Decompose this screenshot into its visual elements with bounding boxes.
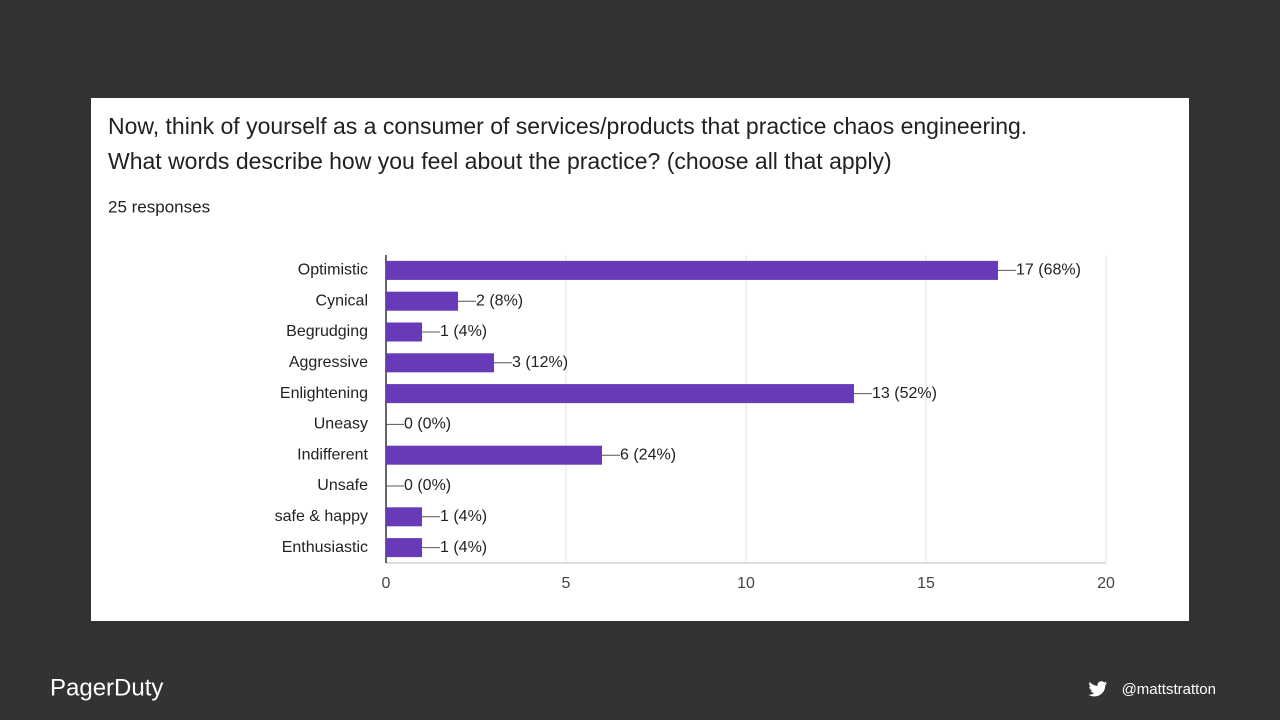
x-tick-label: 0 [382,575,391,592]
y-tick-label: Unsafe [317,477,368,494]
chart-subtitle: 25 responses [108,197,210,216]
y-tick-label: Begrudging [286,323,368,340]
value-label: 17 (68%) [1016,262,1081,279]
bar [386,322,422,342]
chart-title: What words describe how you feel about t… [108,148,892,174]
value-label: 3 (12%) [512,354,568,371]
bar [386,291,458,311]
y-tick-label: safe & happy [275,508,368,525]
y-tick-label: Enthusiastic [282,539,368,556]
y-tick-label: Aggressive [289,354,368,371]
value-label: 2 (8%) [476,292,523,309]
bar [386,260,998,280]
value-label: 1 (4%) [440,539,487,556]
bar [386,353,494,373]
y-tick-label: Enlightening [280,385,368,402]
y-tick-label: Indifferent [297,446,368,463]
bar [386,538,422,558]
bar [386,445,602,465]
value-label: 13 (52%) [872,385,937,402]
bar [386,507,422,527]
x-tick-label: 20 [1097,575,1115,592]
x-tick-label: 10 [737,575,755,592]
chart-card [91,98,1189,621]
value-label: 6 (24%) [620,446,676,463]
value-label: 0 (0%) [404,477,451,494]
chart-title: Now, think of yourself as a consumer of … [108,113,1027,139]
value-label: 1 (4%) [440,508,487,525]
y-tick-label: Optimistic [298,262,368,279]
value-label: 1 (4%) [440,323,487,340]
x-tick-label: 15 [917,575,935,592]
bar [386,384,854,404]
twitter-icon [1088,681,1108,697]
brand: PagerDuty [50,674,163,701]
value-label: 0 (0%) [404,416,451,433]
y-tick-label: Uneasy [314,416,368,433]
handle: @mattstratton [1122,681,1216,698]
x-tick-label: 5 [562,575,571,592]
y-tick-label: Cynical [316,292,368,309]
